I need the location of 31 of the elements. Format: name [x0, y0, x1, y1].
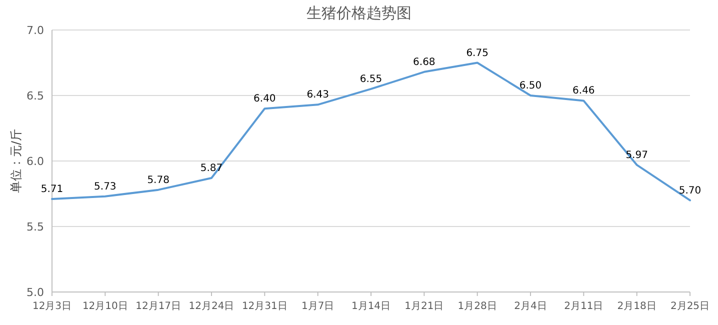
x-tick-label: 1月7日	[301, 301, 334, 312]
y-axis-title: 单位：元/斤	[9, 128, 23, 194]
x-tick-label: 12月17日	[136, 301, 182, 312]
data-label: 5.73	[94, 181, 116, 192]
y-tick-label: 7.0	[26, 24, 44, 37]
data-label: 6.43	[306, 90, 329, 101]
x-tick-label: 12月10日	[82, 301, 128, 312]
x-tick-label: 12月24日	[188, 301, 234, 312]
x-tick-label: 2月18日	[617, 301, 656, 312]
x-tick-label: 2月11日	[564, 301, 604, 312]
data-label: 6.55	[360, 74, 382, 85]
y-tick-label: 5.5	[26, 220, 44, 234]
data-label: 6.46	[572, 86, 595, 97]
data-label: 5.78	[147, 174, 170, 186]
x-tick-label: 1月28日	[458, 301, 497, 312]
x-tick-label: 12月3日	[32, 301, 72, 312]
x-tick-label: 2月4日	[514, 301, 547, 312]
y-tick-label: 5.0	[26, 286, 44, 299]
y-tick-label: 6.0	[26, 155, 44, 168]
data-label: 6.50	[519, 80, 542, 92]
x-tick-label: 1月21日	[404, 301, 444, 312]
chart-title: 生猪价格趋势图	[306, 4, 412, 22]
data-label: 5.70	[678, 185, 702, 196]
data-label: 5.71	[40, 184, 64, 195]
x-tick-label: 1月14日	[351, 301, 391, 312]
data-label: 6.40	[254, 94, 276, 105]
data-label: 6.75	[466, 48, 488, 59]
data-label: 6.68	[413, 56, 436, 68]
x-tick-label: 2月25日	[670, 301, 710, 312]
x-tick-label: 12月31日	[242, 301, 288, 312]
y-tick-label: 6.5	[26, 90, 44, 102]
